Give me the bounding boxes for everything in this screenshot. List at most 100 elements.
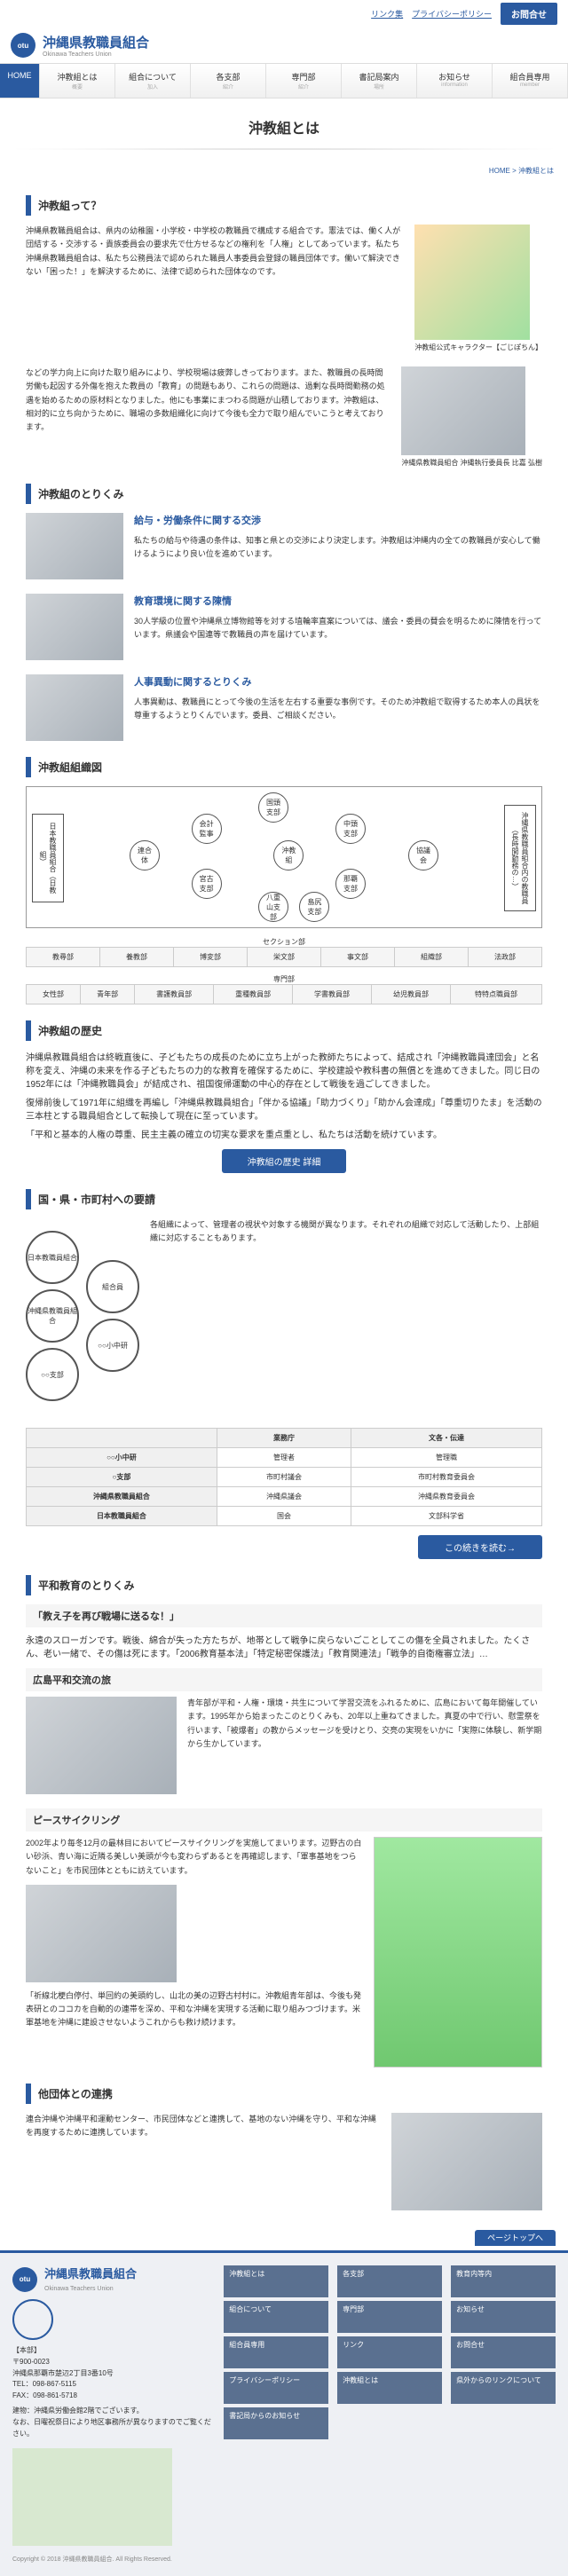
hiroshima-photo [26,1697,177,1794]
hiroshima-body: 青年部が平和・人権・環境・共生について学習交流をふれるために、広島において毎年開… [187,1697,542,1751]
greeting-body: などの学力向上に向けた取り組みにより、学校現場は疲弊しきっております。また、教職… [26,366,390,434]
hiroshima-title: 広島平和交流の旅 [26,1668,542,1691]
mascot-image [414,225,530,340]
cycling-title: ピースサイクリング [26,1808,542,1832]
chairman-photo [401,366,525,455]
footer-link-0[interactable]: 沖教組とは [224,2265,328,2297]
footer-link-8[interactable]: お問合せ [451,2336,556,2368]
footer-link-11[interactable]: 県外からのリンクについて [451,2372,556,2404]
footer-addr: 沖縄県那覇市楚辺2丁目3番10号 [12,2368,211,2380]
history-detail-button[interactable]: 沖教組の歴史 詳細 [222,1149,346,1173]
footer-zip: 〒900-0023 [12,2357,211,2368]
footer-link-5[interactable]: お知らせ [451,2301,556,2333]
nav-item-3[interactable]: 各支部紹介 [191,64,266,98]
dept-label: 専門部 [26,974,542,984]
other-title: 他団体との連携 [26,2084,542,2104]
nav-item-4[interactable]: 専門部紹介 [266,64,342,98]
footer-logo-icon: otu [12,2267,37,2292]
footer-hq: 【本部】 [12,2345,211,2357]
footer-link-1[interactable]: 各支部 [337,2265,442,2297]
pagetop-button[interactable]: ページトップへ [475,2230,556,2246]
efforts-title: 沖教組のとりくみ [26,484,542,504]
breadcrumb[interactable]: HOME > 沖教組とは [0,162,568,179]
effort-h-1: 教育環境に関する陳情 [134,594,542,611]
footer-link-7[interactable]: リンク [337,2336,442,2368]
nav-item-6[interactable]: お知らせinformation [417,64,493,98]
org-conn-2: 協議会 [408,840,438,870]
circ-1: 日本教職員組合 [26,1231,79,1284]
org-title: 沖教組組織図 [26,757,542,777]
chairman-caption: 沖縄県教職員組合 沖縄執行委員長 比嘉 弘樹 [401,458,542,468]
nav-item-2[interactable]: 組合について加入 [115,64,191,98]
cycling-photo-1 [26,1885,177,1982]
request-note: 各組織によって、管理者の視状や対象する機関が異なります。それぞれの組織で対応して… [150,1218,542,1246]
org-br-3: 八重山支部 [258,892,288,922]
nav-item-7[interactable]: 組合員専用member [493,64,568,98]
org-table-1: 教尋部養教部博変部栄文部事文部組織部法政部 [26,947,542,967]
toplink-2[interactable]: プライバシーポリシー [412,8,492,20]
cycling-flyer [374,1837,542,2068]
org-br-1: 中頭支部 [335,814,366,844]
history-body3: 「平和と基本的人権の尊重、民主主義の確立の切実な要求を重点重とし、私たちは活動を… [26,1127,542,1140]
page-title: 沖教組とは [0,116,568,138]
copyright: Copyright © 2018 沖縄県教職員組合. All Rights Re… [12,2555,556,2564]
footer-note2: なお、日曜祝祭日により地区事務所が異なりますのでご覧ください。 [12,2417,211,2440]
footer-fax: FAX：098-861-5718 [12,2391,211,2402]
about-title: 沖教組って？ [26,195,542,216]
footer-note: 建物：沖縄県労働会館2階でございます。 [12,2406,211,2417]
footer-site-en: Okinawa Teachers Union [44,2284,137,2294]
history-body2: 復帰前後して1971年に組織を再編し「沖縄県教職員組合」「伴かる協議」「助力づく… [26,1095,542,1122]
footer-nav: 沖教組とは各支部教育内等内組合について専門部お知らせ組合員専用リンクお問合せプラ… [224,2265,556,2439]
section-label: セクション部 [26,937,542,947]
effort-h-0: 給与・労働条件に関する交渉 [134,513,542,530]
request-table: 業務庁文各・伝達○○小中研管理者管理職○支部市町村議会市町村教育委員会沖縄県教職… [26,1428,542,1526]
org-table-2: 女性部青年部書護教員部重種教員部学書教員部幼児教員部特特点職員部 [26,984,542,1004]
nav-item-0[interactable]: HOME [0,64,40,98]
circ-2: 沖縄県教職員組合 [26,1289,79,1343]
request-title: 国・県・市町村への要請 [26,1189,542,1209]
footer-link-6[interactable]: 組合員専用 [224,2336,328,2368]
peace-body: 永遠のスローガンです。戦後、綿合が失った方たちが、地帯として戦争に戻らないごこと… [26,1633,542,1659]
effort-photo-0 [26,513,123,579]
footer-link-10[interactable]: 沖教組とは [337,2372,442,2404]
footer-map[interactable] [12,2448,172,2546]
effort-b-1: 30人学級の位置や沖縄県立博物館等を対する埴輪率直案については、議会・委員の賛会… [134,615,542,642]
footer-link-9[interactable]: プライバシーポリシー [224,2372,328,2404]
toplink-1[interactable]: リンク集 [371,8,403,20]
circ-4: 組合員 [86,1260,139,1313]
effort-photo-2 [26,674,123,741]
footer-link-2[interactable]: 教育内等内 [451,2265,556,2297]
circ-5: ○○小中研 [86,1319,139,1372]
site-name-en: Okinawa Teachers Union [43,51,149,58]
footer: otu 沖縄県教職員組合 Okinawa Teachers Union 【本部】… [0,2250,568,2576]
org-left: 日本教職員組合（日教組） [32,814,64,902]
peace-slogan: 「教え子を再び戦場に送るな！」 [26,1604,542,1627]
effort-b-0: 私たちの給与や待遇の条件は、知事と県との交渉により決定します。沖教組は沖縄内の全… [134,534,542,562]
footer-link-12[interactable]: 書記局からのお知らせ [224,2407,328,2439]
mascot-caption: 沖教組公式キャラクター【ごじぽちん】 [414,343,542,352]
main-nav: HOME沖教組とは概要組合について加入各支部紹介専門部紹介書記局案内場所お知らせ… [0,63,568,98]
other-photo [391,2113,542,2210]
effort-h-2: 人事異動に関するとりくみ [134,674,542,691]
effort-photo-1 [26,594,123,660]
org-center: 沖教組 [273,840,304,870]
request-more-button[interactable]: この続きを読む→ [418,1535,542,1559]
nav-item-5[interactable]: 書記局案内場所 [342,64,417,98]
org-chart: 日本教職員組合（日教組） 沖縄県教職員組合内の教職員（長時間勤務の…） 沖教組 … [26,786,542,928]
history-title: 沖教組の歴史 [26,1020,542,1041]
seal-icon [12,2299,53,2340]
footer-tel: TEL：098-867-5115 [12,2379,211,2391]
nav-item-1[interactable]: 沖教組とは概要 [40,64,115,98]
footer-link-4[interactable]: 専門部 [337,2301,442,2333]
other-body: 連合沖縄や沖縄平和運動センター、市民団体などと連携して、基地のない沖縄を守り、平… [26,2113,381,2140]
org-conn-1: 連合体 [130,840,160,870]
logo-icon: otu [11,33,36,58]
effort-b-2: 人事異動は、教職員にとって今後の生活を左右する重要な事例です。そのため沖教組で取… [134,696,542,723]
history-body: 沖縄県教職員組合は終戦直後に、子どもたちの成長のために立ち上がった教師たちによっ… [26,1050,542,1090]
footer-link-3[interactable]: 組合について [224,2301,328,2333]
contact-button[interactable]: お問合せ [501,3,557,25]
request-flow: 日本教職員組合 沖縄県教職員組合 ○○支部 組合員 ○○小中研 [26,1231,139,1401]
cycling-body2: 「祈線北梗白停付、単回約の美頭約し、山北の美の辺野古村村に。沖教組青年部は、今後… [26,1989,363,2030]
org-right: 沖縄県教職員組合内の教職員（長時間勤務の…） [504,805,536,911]
org-br-0: 国頭支部 [258,792,288,823]
